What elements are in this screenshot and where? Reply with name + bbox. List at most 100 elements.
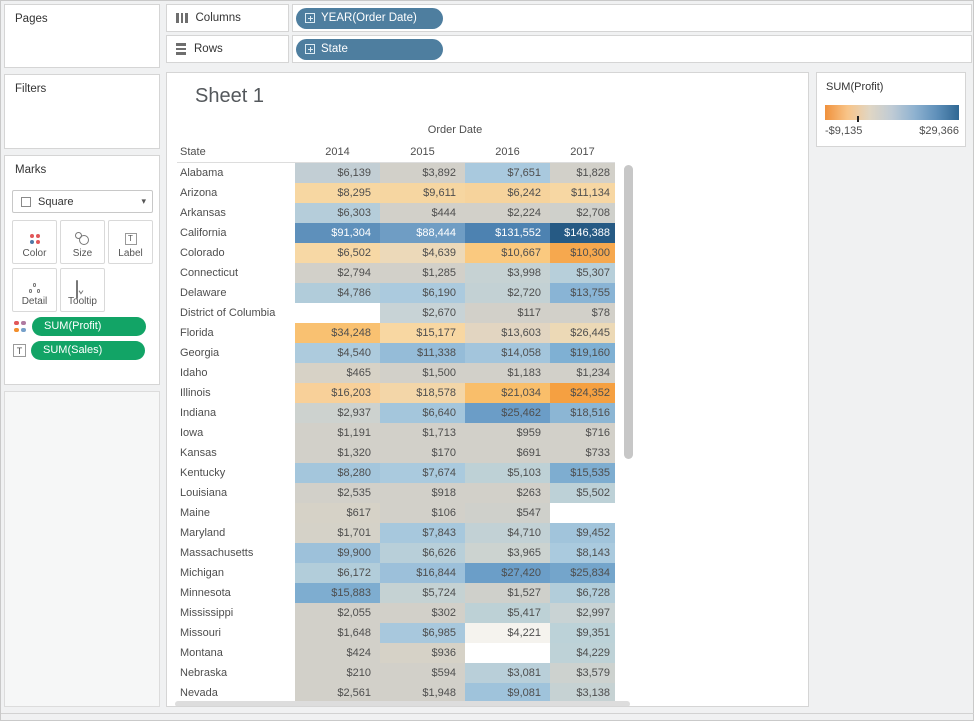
sum-profit-pill[interactable]: SUM(Profit) — [32, 317, 146, 336]
state-row-label[interactable]: Idaho — [177, 363, 295, 383]
heatmap-cell[interactable]: $9,900 — [295, 543, 380, 563]
heatmap-cell[interactable]: $7,651 — [465, 163, 550, 183]
plus-box-icon[interactable] — [305, 13, 315, 23]
state-row-label[interactable]: Massachusetts — [177, 543, 295, 563]
heatmap-cell[interactable]: $131,552 — [465, 223, 550, 243]
state-row-label[interactable]: Nevada — [177, 683, 295, 702]
sum-sales-pill[interactable]: SUM(Sales) — [31, 341, 145, 360]
state-row-label[interactable]: Arizona — [177, 183, 295, 203]
heatmap-cell[interactable]: $13,603 — [465, 323, 550, 343]
heatmap-cell[interactable]: $4,229 — [550, 643, 615, 663]
state-row-label[interactable]: Maine — [177, 503, 295, 523]
heatmap-cell[interactable]: $210 — [295, 663, 380, 683]
heatmap-cell[interactable]: $3,998 — [465, 263, 550, 283]
heatmap-cell[interactable]: $918 — [380, 483, 465, 503]
heatmap-cell[interactable]: $11,338 — [380, 343, 465, 363]
state-row-label[interactable]: Alabama — [177, 163, 295, 183]
order-date-header[interactable]: Order Date — [427, 124, 483, 136]
heatmap-cell[interactable]: $15,883 — [295, 583, 380, 603]
state-column-header[interactable]: State — [180, 146, 206, 158]
state-pill[interactable]: State — [296, 38, 443, 60]
horizontal-scrollbar[interactable] — [175, 701, 630, 706]
heatmap-cell[interactable]: $146,388 — [550, 223, 615, 243]
heatmap-cell[interactable]: $1,948 — [380, 683, 465, 702]
tooltip-button[interactable]: Tooltip — [60, 268, 105, 312]
heatmap-cell[interactable]: $3,965 — [465, 543, 550, 563]
heatmap-cell[interactable]: $6,640 — [380, 403, 465, 423]
heatmap-cell[interactable]: $1,828 — [550, 163, 615, 183]
heatmap-cell[interactable]: $1,285 — [380, 263, 465, 283]
heatmap-cell[interactable]: $302 — [380, 603, 465, 623]
heatmap-cell[interactable]: $444 — [380, 203, 465, 223]
heatmap-cell[interactable]: $4,786 — [295, 283, 380, 303]
heatmap-cell[interactable]: $3,138 — [550, 683, 615, 702]
heatmap-cell[interactable]: $7,674 — [380, 463, 465, 483]
heatmap-cell[interactable]: $1,500 — [380, 363, 465, 383]
heatmap-cell[interactable]: $1,713 — [380, 423, 465, 443]
sheet-title[interactable]: Sheet 1 — [195, 85, 264, 107]
heatmap-cell[interactable]: $4,639 — [380, 243, 465, 263]
heatmap-cell[interactable]: $10,667 — [465, 243, 550, 263]
heatmap-cell[interactable]: $88,444 — [380, 223, 465, 243]
heatmap-cell[interactable]: $594 — [380, 663, 465, 683]
state-row-label[interactable]: Iowa — [177, 423, 295, 443]
heatmap-cell[interactable]: $263 — [465, 483, 550, 503]
heatmap-cell[interactable]: $716 — [550, 423, 615, 443]
heatmap-cell[interactable]: $5,307 — [550, 263, 615, 283]
heatmap-cell[interactable]: $4,710 — [465, 523, 550, 543]
state-row-label[interactable]: Georgia — [177, 343, 295, 363]
heatmap-cell[interactable]: $15,177 — [380, 323, 465, 343]
heatmap-cell[interactable]: $34,248 — [295, 323, 380, 343]
heatmap-cell[interactable]: $6,172 — [295, 563, 380, 583]
heatmap-cell[interactable]: $13,755 — [550, 283, 615, 303]
heatmap-cell[interactable]: $14,058 — [465, 343, 550, 363]
color-legend[interactable]: SUM(Profit) -$9,135 $29,366 — [816, 72, 966, 147]
year-header-2016[interactable]: 2016 — [495, 146, 520, 158]
pages-shelf[interactable]: Pages — [4, 4, 160, 68]
columns-shelf[interactable]: YEAR(Order Date) — [292, 4, 972, 32]
heatmap-cell[interactable]: $2,794 — [295, 263, 380, 283]
state-row-label[interactable]: Nebraska — [177, 663, 295, 683]
heatmap-cell[interactable]: $9,351 — [550, 623, 615, 643]
heatmap-cell[interactable]: $19,160 — [550, 343, 615, 363]
state-row-label[interactable]: Montana — [177, 643, 295, 663]
heatmap-cell[interactable]: $1,183 — [465, 363, 550, 383]
heatmap-cell[interactable] — [465, 643, 550, 663]
heatmap-cell[interactable]: $465 — [295, 363, 380, 383]
heatmap-cell[interactable]: $2,535 — [295, 483, 380, 503]
state-row-label[interactable]: Delaware — [177, 283, 295, 303]
heatmap-cell[interactable]: $6,190 — [380, 283, 465, 303]
heatmap-cell[interactable]: $1,527 — [465, 583, 550, 603]
heatmap-cell[interactable]: $3,892 — [380, 163, 465, 183]
heatmap-cell[interactable]: $170 — [380, 443, 465, 463]
heatmap-cell[interactable]: $10,300 — [550, 243, 615, 263]
heatmap-cell[interactable]: $6,242 — [465, 183, 550, 203]
heatmap-cell[interactable]: $18,578 — [380, 383, 465, 403]
heatmap-cell[interactable]: $2,720 — [465, 283, 550, 303]
heatmap-cell[interactable]: $1,191 — [295, 423, 380, 443]
heatmap-cell[interactable]: $1,320 — [295, 443, 380, 463]
heatmap-cell[interactable] — [295, 303, 380, 323]
heatmap-cell[interactable]: $27,420 — [465, 563, 550, 583]
year-header-2015[interactable]: 2015 — [410, 146, 435, 158]
mark-type-dropdown[interactable]: Square ▾ — [12, 190, 153, 213]
heatmap-cell[interactable]: $6,303 — [295, 203, 380, 223]
year-header-2017[interactable]: 2017 — [570, 146, 595, 158]
heatmap-cell[interactable]: $3,579 — [550, 663, 615, 683]
label-button[interactable]: T Label — [108, 220, 153, 264]
year-header-2014[interactable]: 2014 — [325, 146, 350, 158]
state-row-label[interactable]: Louisiana — [177, 483, 295, 503]
state-row-label[interactable]: Connecticut — [177, 263, 295, 283]
size-button[interactable]: Size — [60, 220, 105, 264]
heatmap-cell[interactable]: $547 — [465, 503, 550, 523]
plus-box-icon[interactable] — [305, 44, 315, 54]
legend-gradient-bar[interactable] — [825, 105, 959, 120]
year-order-date-pill[interactable]: YEAR(Order Date) — [296, 7, 443, 29]
heatmap-cell[interactable]: $9,081 — [465, 683, 550, 702]
heatmap-cell[interactable]: $3,081 — [465, 663, 550, 683]
heatmap-cell[interactable]: $6,985 — [380, 623, 465, 643]
heatmap-cell[interactable]: $8,280 — [295, 463, 380, 483]
heatmap-cell[interactable]: $5,417 — [465, 603, 550, 623]
state-row-label[interactable]: District of Columbia — [177, 303, 295, 323]
heatmap-cell[interactable]: $8,295 — [295, 183, 380, 203]
